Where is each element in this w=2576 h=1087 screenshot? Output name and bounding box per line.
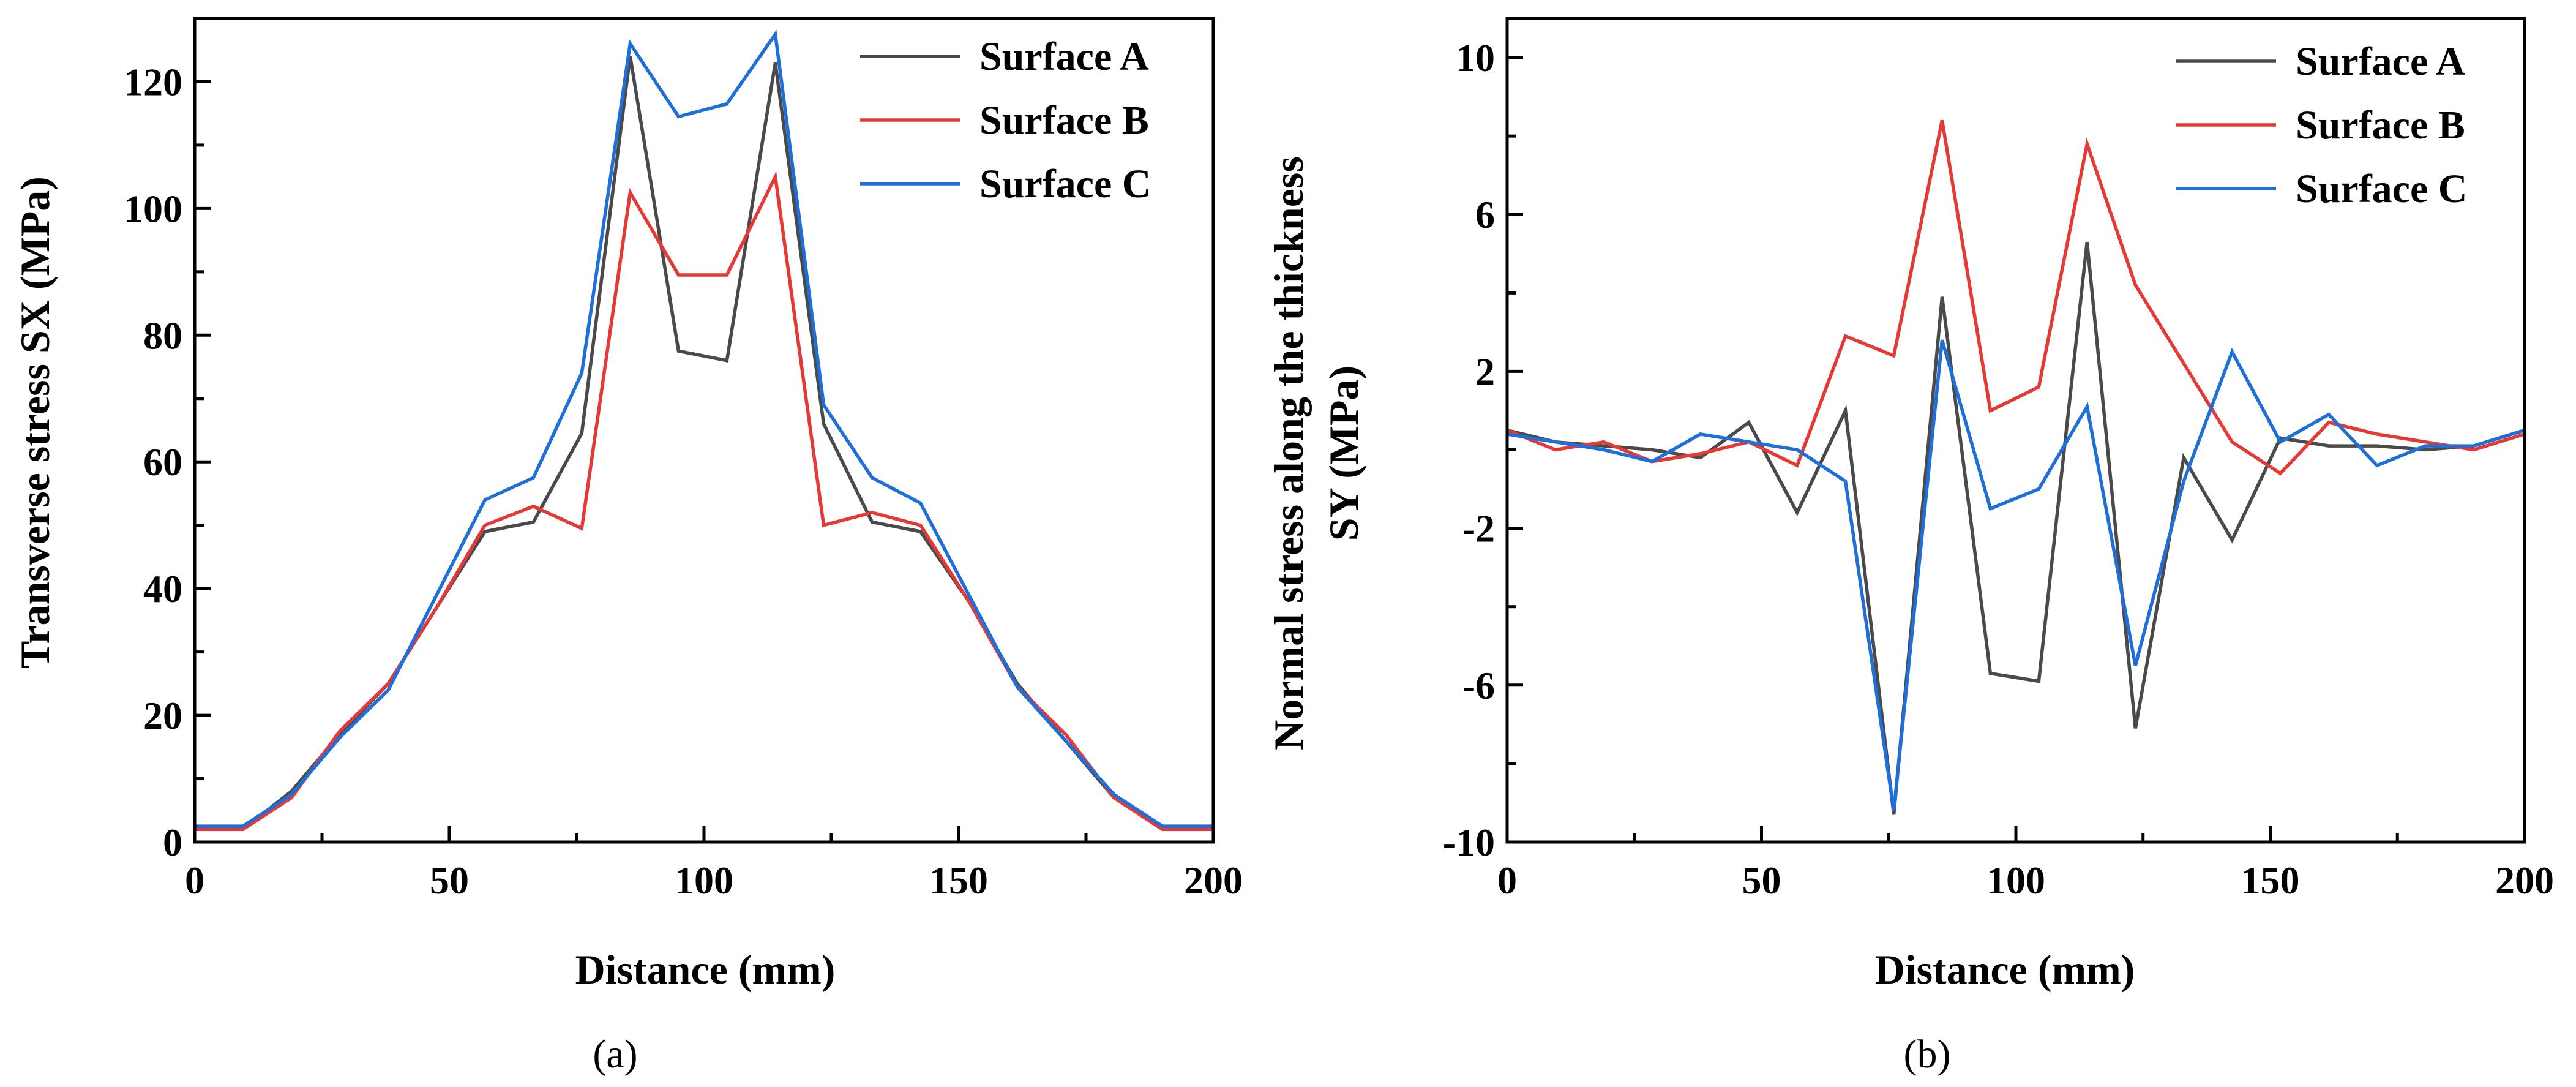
panel-a-ylabel: Transverse stress SX (MPa) bbox=[12, 176, 58, 669]
y-tick-label: 40 bbox=[143, 567, 182, 611]
x-tick-label: 0 bbox=[1497, 859, 1517, 902]
panel-b: 0 50 100 150 200 -10 -6 -2 2 6 10 Surface A Surface … bbox=[1443, 17, 2554, 902]
panel-a: 0 50 100 150 200 0 20 40 60 80 100 120 Surface A Surf… bbox=[124, 17, 1243, 902]
legend-label: Surface A bbox=[2296, 39, 2465, 84]
y-tick-label: 10 bbox=[1456, 36, 1495, 80]
y-tick-label: 20 bbox=[143, 694, 182, 737]
x-tick-label: 50 bbox=[430, 859, 469, 902]
legend-label: Surface C bbox=[2296, 167, 2467, 211]
panel-a-xlabel: Distance (mm) bbox=[575, 946, 836, 993]
x-tick-label: 0 bbox=[185, 859, 204, 902]
x-tick-label: 200 bbox=[2495, 859, 2554, 902]
series-line-surface-b bbox=[1506, 119, 2525, 476]
series-line-surface-b bbox=[195, 171, 1213, 832]
x-tick-label: 150 bbox=[929, 859, 988, 902]
y-tick-label: 6 bbox=[1475, 193, 1495, 236]
y-tick-label: 80 bbox=[143, 314, 182, 357]
x-tick-label: 50 bbox=[1742, 859, 1781, 902]
series-line-surface-c bbox=[195, 29, 1213, 828]
y-tick-label: 60 bbox=[143, 440, 182, 484]
y-tick-label: 2 bbox=[1475, 350, 1495, 393]
legend-label: Surface C bbox=[979, 162, 1151, 206]
y-tick-label: 120 bbox=[124, 60, 182, 103]
x-tick-label: 200 bbox=[1184, 859, 1243, 902]
panel-b-caption: (b) bbox=[1904, 1032, 1951, 1077]
y-tick-label: -6 bbox=[1462, 664, 1495, 707]
legend-label: Surface B bbox=[979, 98, 1149, 143]
panel-b-xlabel: Distance (mm) bbox=[1875, 946, 2135, 993]
legend-label: Surface A bbox=[979, 34, 1149, 79]
panel-b-ylabel-line1: Normal stress along the thickness bbox=[1265, 156, 1312, 750]
series-line-surface-c bbox=[1507, 339, 2525, 811]
x-tick-label: 100 bbox=[675, 859, 733, 902]
panel-b-ylabel-line2: SY (MPa) bbox=[1320, 366, 1367, 541]
y-tick-label: -10 bbox=[1443, 821, 1495, 864]
y-tick-label: 100 bbox=[124, 187, 182, 230]
panel-a-caption: (a) bbox=[593, 1032, 637, 1077]
y-tick-label: -2 bbox=[1462, 507, 1495, 551]
x-tick-label: 100 bbox=[1986, 859, 2045, 902]
series-line-surface-a bbox=[1507, 241, 2525, 815]
x-tick-label: 150 bbox=[2241, 859, 2300, 902]
y-tick-label: 0 bbox=[163, 821, 182, 864]
legend-label: Surface B bbox=[2296, 103, 2465, 148]
